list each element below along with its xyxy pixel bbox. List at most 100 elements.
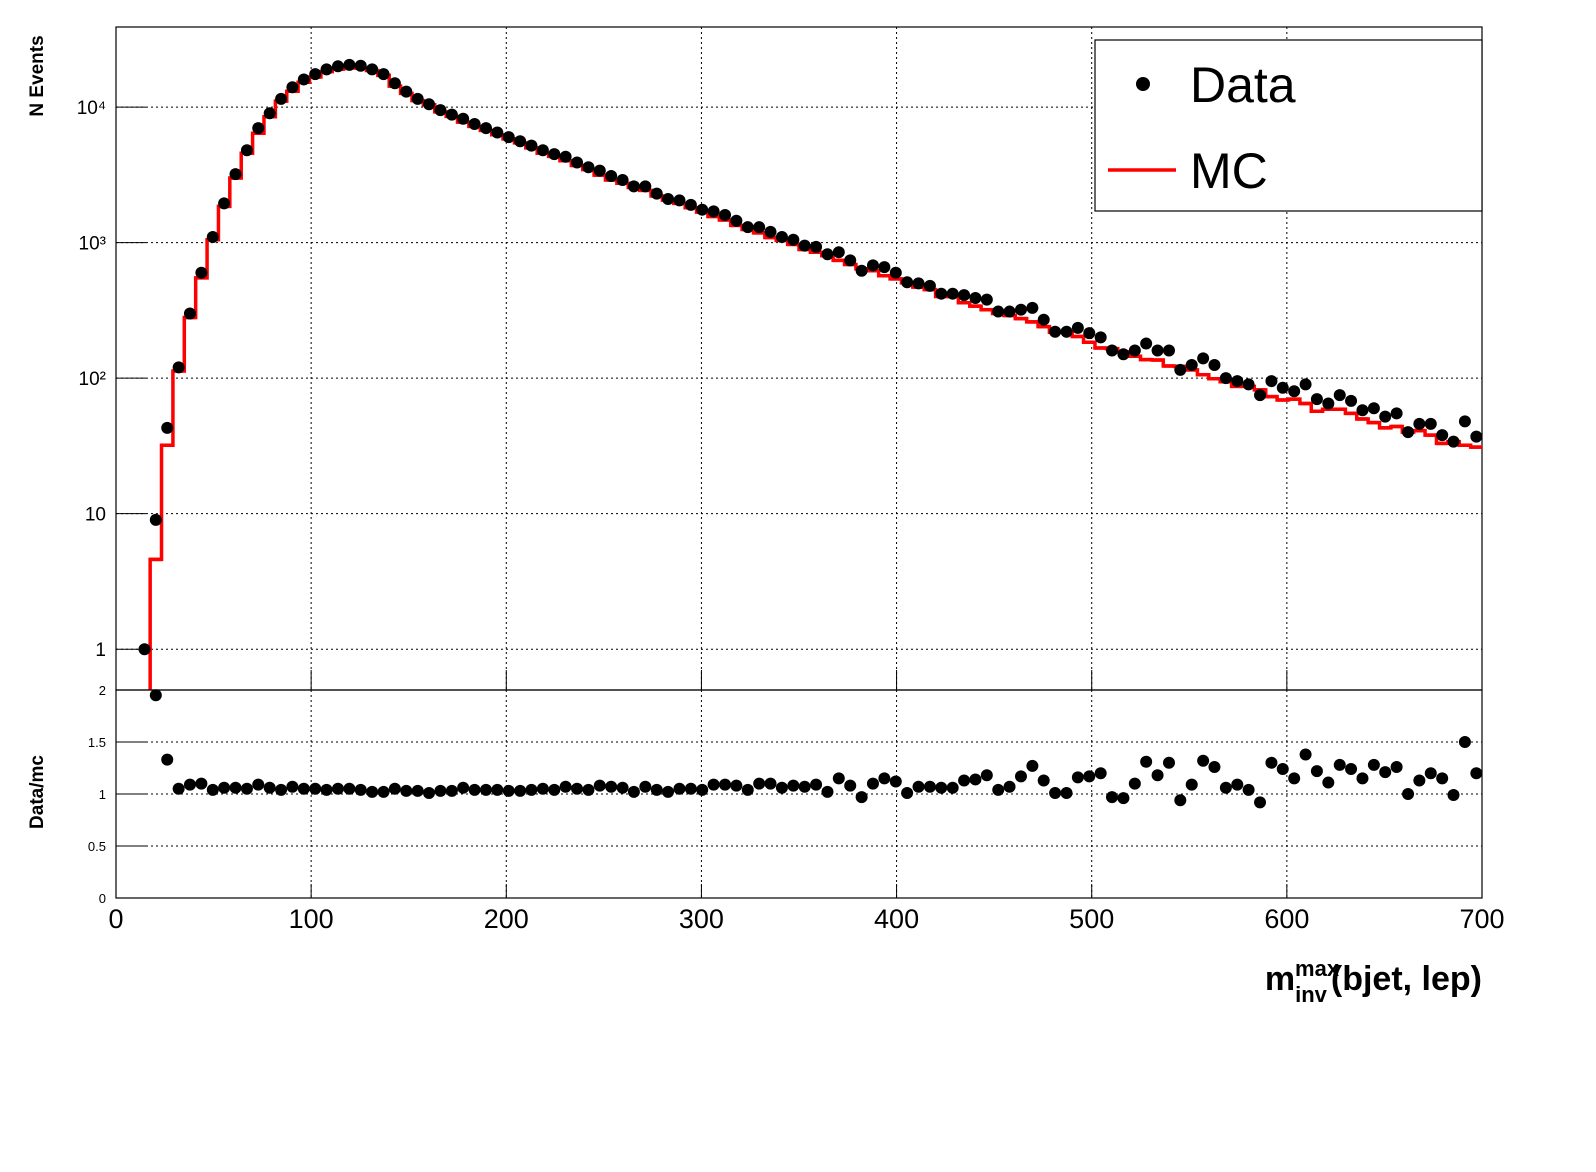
data-point bbox=[331, 60, 344, 73]
data-point bbox=[183, 307, 196, 320]
data-point bbox=[1151, 769, 1164, 782]
data-point bbox=[730, 214, 743, 227]
data-point bbox=[252, 778, 265, 791]
data-point bbox=[935, 781, 948, 794]
data-point bbox=[1424, 417, 1437, 430]
data-point bbox=[1436, 772, 1449, 785]
data-point bbox=[980, 769, 993, 782]
data-point bbox=[525, 139, 538, 152]
y-tick-label: 10² bbox=[79, 369, 106, 390]
legend-box bbox=[1094, 39, 1483, 212]
data-point bbox=[445, 108, 458, 121]
data-point bbox=[1458, 736, 1471, 748]
data-point bbox=[479, 122, 492, 135]
data-point bbox=[320, 63, 333, 76]
data-point bbox=[1367, 758, 1380, 771]
legend-label: Data bbox=[1190, 57, 1296, 113]
data-point bbox=[832, 772, 845, 785]
data-point bbox=[878, 261, 891, 274]
data-point bbox=[1470, 430, 1483, 443]
data-point bbox=[1014, 770, 1027, 783]
data-point bbox=[1037, 774, 1050, 787]
data-point bbox=[1242, 378, 1255, 391]
data-point bbox=[1322, 397, 1335, 410]
data-point bbox=[1197, 754, 1210, 767]
data-point bbox=[650, 783, 663, 796]
data-point bbox=[1219, 781, 1232, 794]
y-tick-label: 10⁴ bbox=[77, 98, 106, 119]
y-tick-label: 0.5 bbox=[88, 839, 106, 854]
data-point bbox=[525, 783, 538, 796]
data-point bbox=[821, 248, 834, 261]
data-point bbox=[855, 791, 868, 804]
x-tick-label: 700 bbox=[1459, 904, 1504, 934]
data-point bbox=[240, 144, 253, 157]
data-point bbox=[479, 783, 492, 796]
data-point bbox=[605, 170, 618, 183]
data-point bbox=[946, 287, 959, 300]
data-point bbox=[1106, 791, 1119, 804]
y-tick-label: 10³ bbox=[79, 234, 106, 255]
data-point bbox=[183, 778, 196, 791]
data-point bbox=[457, 781, 470, 794]
data-point bbox=[218, 197, 231, 210]
data-point bbox=[753, 221, 766, 234]
data-point bbox=[172, 361, 185, 374]
y-tick-label: 0 bbox=[99, 891, 106, 906]
x-axis-title-sup: max bbox=[1295, 956, 1340, 981]
data-point bbox=[571, 782, 584, 795]
data-point bbox=[377, 785, 390, 798]
data-point bbox=[1083, 327, 1096, 340]
data-point bbox=[582, 161, 595, 174]
x-tick-label: 100 bbox=[289, 904, 334, 934]
data-point bbox=[798, 780, 811, 793]
data-point bbox=[218, 781, 231, 794]
data-point bbox=[1345, 394, 1358, 407]
data-point bbox=[559, 150, 572, 163]
data-point bbox=[1288, 772, 1301, 785]
x-axis-title-rest: (bjet, lep) bbox=[1331, 960, 1482, 998]
data-point bbox=[889, 266, 902, 279]
data-point bbox=[787, 779, 800, 792]
data-point bbox=[901, 786, 914, 799]
data-point bbox=[354, 783, 367, 796]
data-point bbox=[1379, 766, 1392, 779]
data-point bbox=[1049, 786, 1062, 799]
data-point bbox=[1026, 301, 1039, 314]
data-point bbox=[536, 782, 549, 795]
data-point bbox=[923, 279, 936, 292]
data-point bbox=[514, 135, 527, 148]
data-point bbox=[1345, 763, 1358, 776]
data-point bbox=[810, 240, 823, 253]
data-point bbox=[798, 239, 811, 252]
data-point bbox=[866, 777, 879, 790]
data-point bbox=[1413, 417, 1426, 430]
data-point bbox=[388, 782, 401, 795]
data-point bbox=[297, 73, 310, 86]
data-point bbox=[445, 784, 458, 797]
data-point bbox=[958, 289, 971, 302]
data-point bbox=[434, 104, 447, 117]
data-point bbox=[1185, 359, 1198, 372]
data-point bbox=[810, 778, 823, 791]
data-point bbox=[366, 63, 379, 76]
data-point bbox=[275, 783, 288, 796]
data-point bbox=[502, 784, 515, 797]
data-point bbox=[958, 774, 971, 787]
data-point bbox=[1219, 372, 1232, 385]
data-point bbox=[1299, 748, 1312, 761]
data-point bbox=[969, 292, 982, 305]
data-point bbox=[719, 208, 732, 221]
data-point bbox=[1333, 758, 1346, 771]
data-point bbox=[844, 254, 857, 267]
data-point bbox=[240, 782, 253, 795]
data-point bbox=[457, 112, 470, 125]
data-point bbox=[502, 131, 515, 144]
x-tick-label: 200 bbox=[484, 904, 529, 934]
data-point bbox=[1231, 778, 1244, 791]
data-point bbox=[684, 782, 697, 795]
y-tick-label: 10 bbox=[85, 505, 106, 526]
data-point bbox=[1447, 435, 1460, 448]
data-point bbox=[423, 786, 436, 799]
